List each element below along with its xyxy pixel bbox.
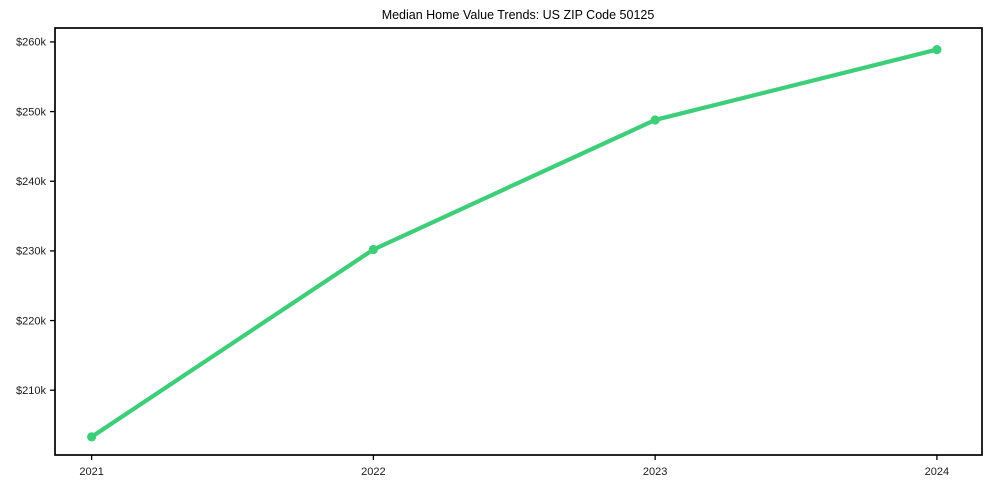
chart-title: Median Home Value Trends: US ZIP Code 50… bbox=[382, 8, 655, 22]
y-tick-label: $260k bbox=[16, 37, 46, 49]
x-tick-label: 2022 bbox=[361, 466, 385, 478]
x-tick-label: 2023 bbox=[643, 466, 667, 478]
data-points bbox=[87, 44, 942, 442]
y-tick-label: $240k bbox=[16, 176, 46, 188]
axes-box bbox=[54, 27, 983, 456]
y-tick-label: $210k bbox=[16, 385, 46, 397]
x-tick-label: 2024 bbox=[925, 466, 949, 478]
x-tick-label: 2021 bbox=[79, 466, 103, 478]
trend-line bbox=[89, 47, 940, 439]
y-axis: $210k $220k $230k $240k $250k $260k bbox=[16, 37, 55, 397]
data-point-marker bbox=[932, 44, 942, 55]
data-point-marker bbox=[368, 244, 378, 255]
data-point-marker bbox=[87, 432, 97, 442]
y-tick-label: $250k bbox=[16, 106, 46, 118]
data-point-marker bbox=[650, 115, 660, 125]
y-tick-label: $230k bbox=[16, 246, 46, 258]
y-tick-label: $220k bbox=[16, 315, 46, 327]
x-axis: 2021 2022 2023 2024 bbox=[79, 455, 949, 478]
